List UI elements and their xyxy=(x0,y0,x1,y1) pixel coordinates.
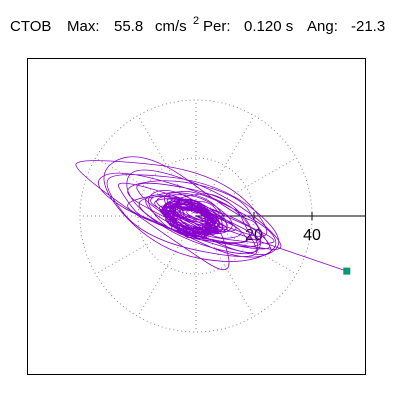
grid-spoke-60 xyxy=(195,115,255,217)
grid-spoke-330 xyxy=(195,215,297,275)
grid-spoke-150 xyxy=(95,157,197,217)
motion-trajectory xyxy=(75,156,347,272)
end-marker xyxy=(343,267,351,275)
ang-label: Ang: xyxy=(307,18,338,35)
per-value: 0.120 s xyxy=(244,18,294,35)
tick-label-40: 40 xyxy=(303,227,321,244)
max-value: 55.8 xyxy=(114,18,144,35)
max-exponent: 2 xyxy=(193,15,200,27)
grid-spoke-210 xyxy=(95,215,197,275)
max-unit: cm/s xyxy=(155,18,187,35)
header-bar: CTOB Max: 55.8 cm/s 2 Per: 0.120 s Ang: … xyxy=(10,10,400,40)
station-code: CTOB xyxy=(10,18,52,35)
grid-spoke-240 xyxy=(137,215,197,317)
grid-spoke-120 xyxy=(137,115,197,217)
max-label: Max: xyxy=(67,18,100,35)
grid-spoke-30 xyxy=(195,157,297,217)
grid-spoke-300 xyxy=(195,215,255,317)
ang-value: -21.3 xyxy=(351,18,386,35)
per-label: Per: xyxy=(203,18,231,35)
